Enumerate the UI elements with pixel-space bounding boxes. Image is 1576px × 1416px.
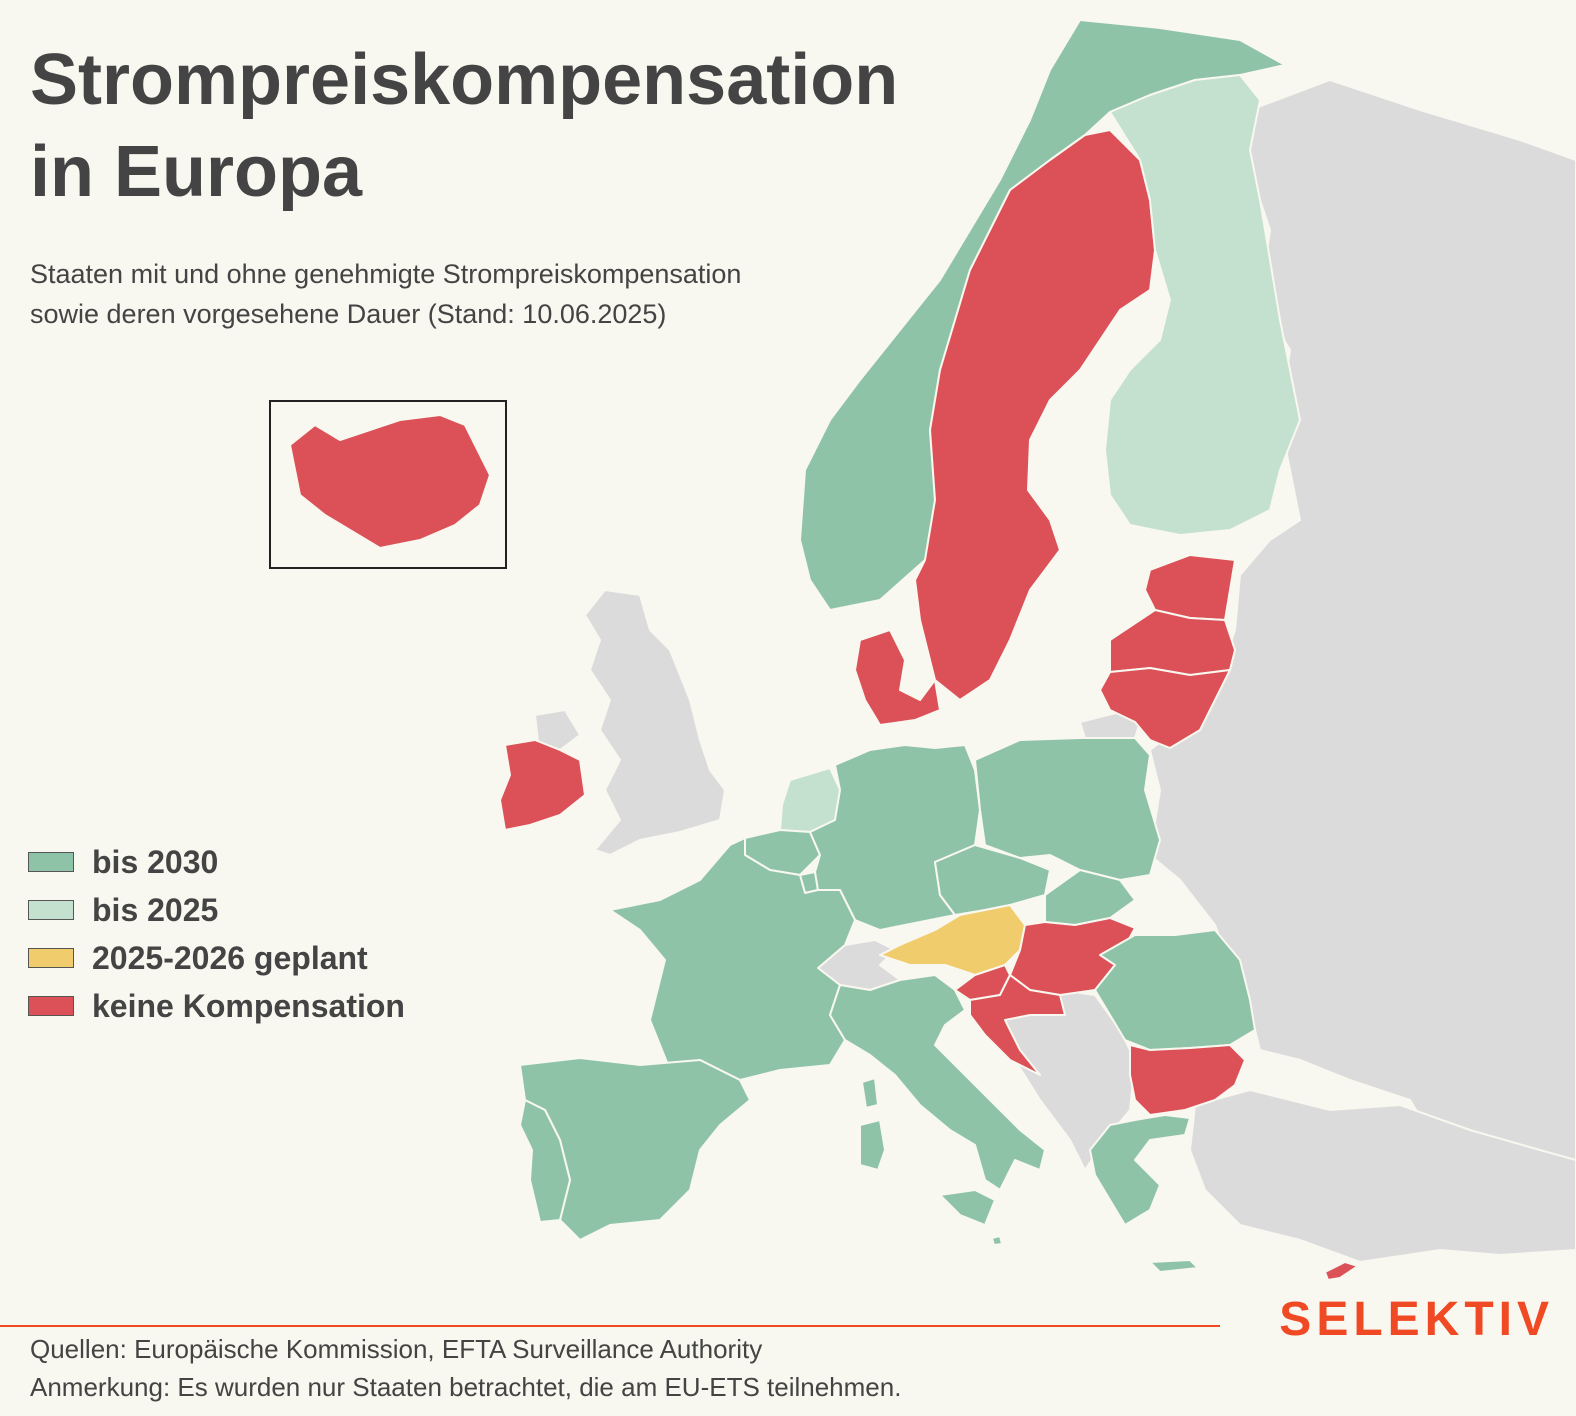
footer-divider (0, 1325, 1220, 1327)
kaliningrad-landmass (1078, 710, 1142, 739)
iceland-inset-frame (269, 400, 507, 569)
subtitle-line-2: sowie deren vorgesehene Dauer (Stand: 10… (30, 299, 667, 329)
page-title: Strompreiskompensation in Europa (30, 34, 1030, 218)
footer-notes: Quellen: Europäische Kommission, EFTA Su… (30, 1330, 901, 1406)
czechia[interactable]: Tschechien (934, 844, 1051, 916)
portugal[interactable]: Portugal (519, 1099, 571, 1223)
greece[interactable]: Griechenland (1089, 1114, 1191, 1226)
denmark[interactable]: Dänemark (854, 629, 941, 726)
cyprus[interactable]: Zypern (1324, 1261, 1359, 1281)
legend-swatch (28, 948, 74, 968)
footer-note: Anmerkung: Es wurden nur Staaten betrach… (30, 1372, 902, 1402)
iceland[interactable]: Island (289, 414, 491, 549)
corsica (861, 1077, 879, 1109)
italy[interactable]: Italien (829, 974, 1046, 1191)
footer-sources: Quellen: Europäische Kommission, EFTA Su… (30, 1334, 763, 1364)
non-participant-land (533, 78, 1576, 1264)
bulgaria[interactable]: Bulgarien (1129, 1044, 1246, 1116)
finland[interactable]: Finnland (1104, 74, 1301, 536)
lithuania[interactable]: Litauen (1099, 667, 1231, 749)
sweden[interactable]: Schweden (914, 129, 1156, 701)
sicily (939, 1189, 996, 1226)
ireland[interactable]: Irland (499, 739, 586, 831)
legend-swatch (28, 900, 74, 920)
legend: bis 2030 bis 2025 2025-2026 geplant kein… (28, 838, 405, 1030)
great-britain-landmass (583, 588, 727, 857)
crete (1149, 1259, 1199, 1273)
legend-swatch (28, 996, 74, 1016)
sardinia (859, 1119, 886, 1171)
legend-label: bis 2025 (92, 891, 219, 928)
legend-item-geplant: 2025-2026 geplant (28, 934, 405, 982)
legend-item-keine: keine Kompensation (28, 982, 405, 1030)
legend-label: 2025-2026 geplant (92, 939, 368, 976)
legend-swatch (28, 852, 74, 872)
croatia[interactable]: Kroatien (969, 974, 1066, 1076)
subtitle: Staaten mit und ohne genehmigte Strompre… (30, 254, 930, 334)
malta[interactable]: Malta (991, 1235, 1003, 1246)
latvia[interactable]: Lettland (1109, 609, 1236, 676)
northern-ireland-landmass (533, 708, 582, 752)
legend-label: keine Kompensation (92, 987, 405, 1024)
turkey-landmass (1188, 1088, 1576, 1264)
legend-label: bis 2030 (92, 843, 219, 880)
poland[interactable]: Polen (974, 737, 1161, 881)
subtitle-line-1: Staaten mit und ohne genehmigte Strompre… (30, 259, 742, 289)
legend-item-bis-2025: bis 2025 (28, 886, 405, 934)
selektiv-logo: SELEKTIV (1279, 1293, 1554, 1346)
title-line-1: Strompreiskompensation (30, 40, 899, 120)
legend-item-bis-2030: bis 2030 (28, 838, 405, 886)
title-line-2: in Europa (30, 132, 363, 212)
